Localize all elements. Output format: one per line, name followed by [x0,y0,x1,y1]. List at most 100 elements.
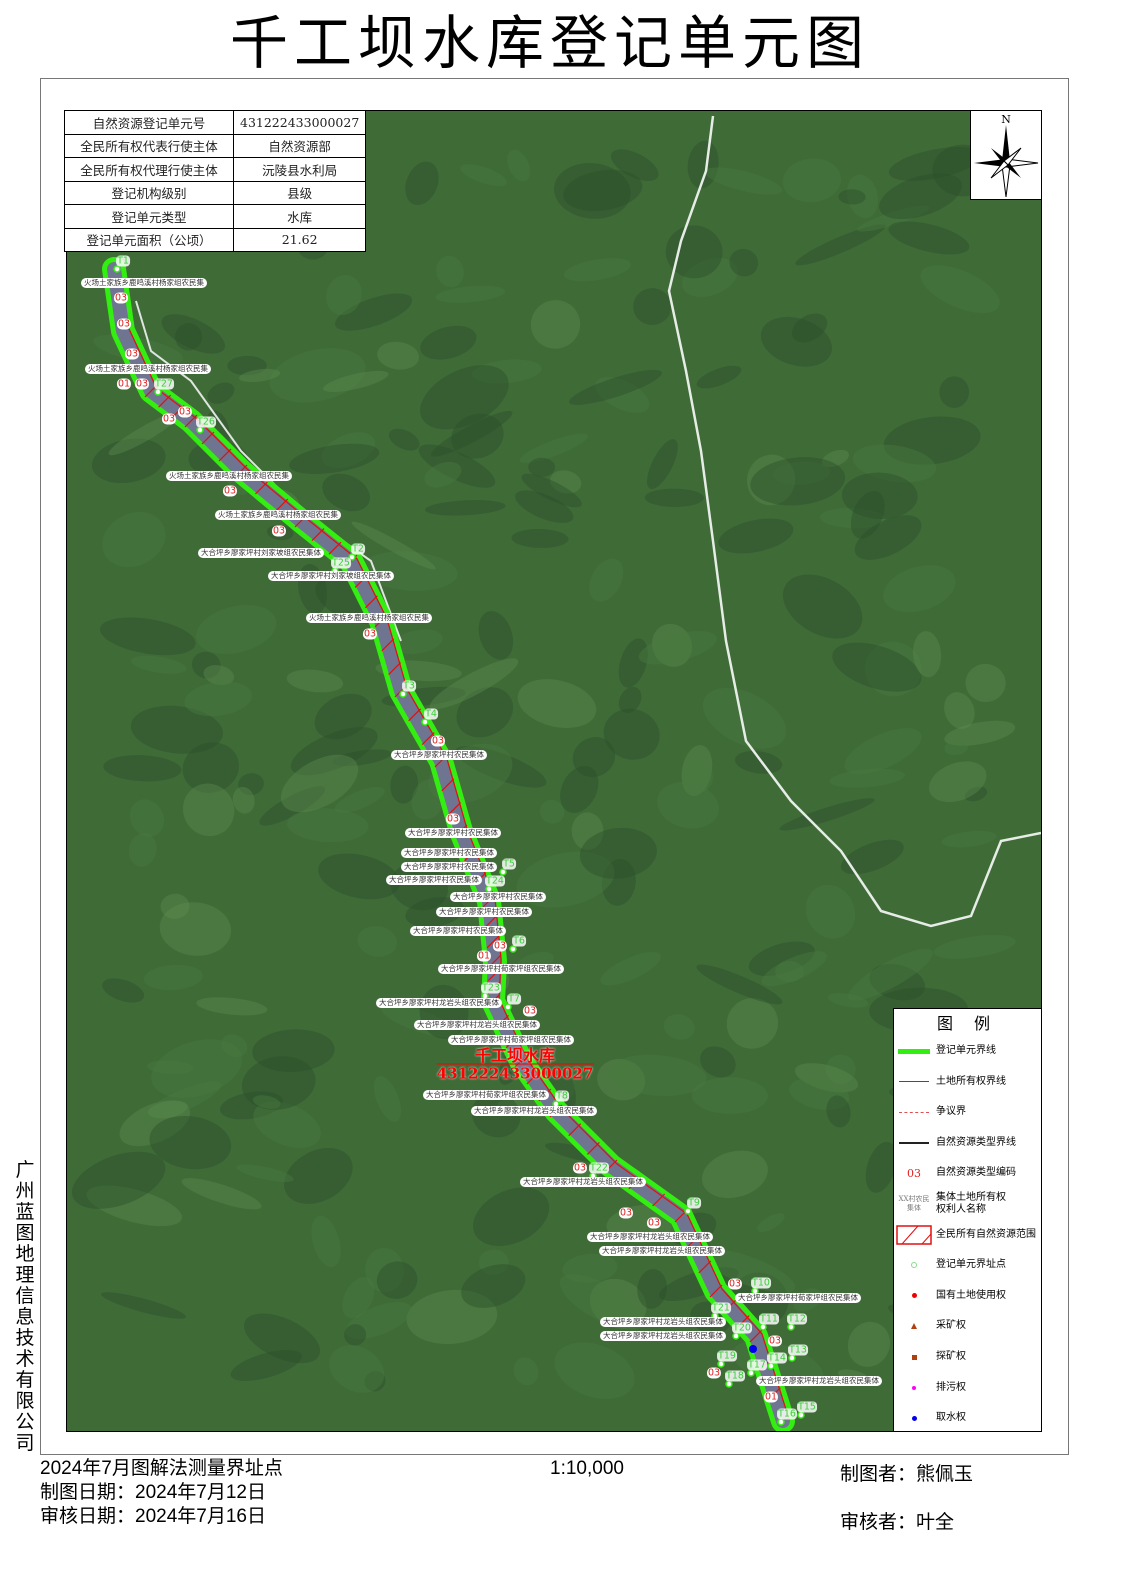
boundary-point-marker [154,388,162,396]
terrain-patch [702,1249,796,1293]
terrain-patch [569,369,662,405]
terrain-patch [425,500,506,516]
terrain-patch [944,720,1016,746]
terrain-patch [405,897,465,928]
legend-symbol-text: XX村农民集体 [898,1195,930,1212]
terrain-patch [130,705,223,754]
terrain-patch [562,1253,618,1283]
terrain-patch [243,1313,321,1364]
boundary-point-label: T11 [759,1313,779,1325]
terrain-patch [944,740,968,756]
terrain-patch [365,1247,404,1293]
terrain-patch [665,225,723,279]
terrain-patch [142,1081,222,1121]
collective-owner-label: 大合坪乡廖家坪村龙岩头组农民集体 [471,1106,597,1116]
terrain-patch [335,293,413,331]
terrain-patch [511,529,569,548]
resource-type-code: 03 [116,318,132,330]
terrain-patch [515,490,574,523]
legend-item: 采矿权 [894,1314,1041,1338]
terrain-patch [748,941,815,976]
terrain-patch [230,1349,302,1381]
collective-owner-label: 火场土家族乡鹿鸣溪村杨家组农民集 [81,278,207,288]
resource-type-code: 03 [646,1217,662,1229]
hatch-line [381,638,395,652]
map-area[interactable]: 火场土家族乡鹿鸣溪村杨家组农民集 火场土家族乡鹿鸣溪村杨家组农民集 火场土家族乡鹿鸣… [66,110,1042,1432]
terrain-patch [100,617,196,656]
terrain-patch [160,893,190,919]
collective-owner-label: 火场土家族乡鹿鸣溪村杨家组农民集 [215,510,341,520]
terrain-patch [128,833,157,867]
boundary-point-marker [797,1411,805,1419]
terrain-patch [479,1249,509,1276]
terrain-patch [683,759,713,793]
terrain-patch [351,521,436,570]
boundary-point-label: T5 [502,858,516,870]
legend-label: 登记单元界线 [936,1045,996,1056]
terrain-patch [377,341,420,370]
table-row: 全民所有权代表行使主体 自然资源部 [64,133,367,158]
legend-label: 取水权 [936,1412,966,1424]
terrain-patch [146,1060,194,1074]
collective-owner-label: 大合坪乡廖家坪村龙岩头组农民集体 [376,998,502,1008]
collective-owner-label: 大合坪乡廖家坪村龙岩头组农民集体 [756,1376,882,1386]
terrain-patch [920,265,1000,314]
terrain-patch [342,1277,375,1319]
collective-owner-label: 大合坪乡廖家坪村刘家坡组农民集体 [198,548,324,558]
table-row: 登记机构级别 县级 [64,180,367,205]
boundary-point-marker [399,690,407,698]
legend-symbol-text: 03 [907,1166,921,1180]
terrain-patch [854,515,922,560]
green-line-icon [894,1048,934,1054]
terrain-patch [269,348,366,403]
terrain-patch [597,1059,646,1101]
terrain-patch [601,858,636,906]
boundary-point-label: T8 [555,1090,569,1102]
row-value: 431222433000027 [232,110,367,135]
terrain-patch [418,444,496,488]
terrain-patch [819,508,886,529]
legend-item: 取水权 [894,1406,1041,1430]
terrain-patch [530,300,581,349]
terrain-patch [603,708,660,760]
boundary-point-label: T25 [331,557,351,569]
boundary-point-label: T18 [725,1370,745,1382]
terrain-patch [376,1261,418,1299]
row-key: 全民所有权代理行使主体 [64,157,234,182]
boundary-point-marker [732,1332,740,1340]
boundary-point-label: T13 [788,1344,808,1356]
info-table: 自然资源登记单元号 431222433000027 全民所有权代表行使主体 自然资源… [64,110,367,252]
hatch-line [514,1054,528,1068]
red-dashed-line-icon [894,1111,934,1113]
row-value: 沅陵县水利局 [232,157,367,182]
resource-type-code: 03 [492,940,508,952]
terrain-patch [318,853,400,900]
terrain-patch [637,1269,667,1309]
terrain-patch [702,687,787,749]
legend-label: 自然资源类型界线 [936,1136,1016,1148]
terrain-patch [965,663,1006,703]
terrain-patch [888,146,982,181]
terrain-patch [844,728,922,775]
boundary-point-label: T15 [797,1401,817,1413]
red-dot-icon [894,1293,934,1299]
terrain-patch [883,565,956,613]
resource-type-code: 03 [124,348,140,360]
resource-type-code: 03 [706,1367,722,1379]
resource-type-code: 03 [445,813,461,825]
terrain-patch [791,313,828,343]
green-dot-icon [894,1262,934,1269]
terrain-patch [826,1095,851,1128]
terrain-patch [850,490,885,539]
terrain-patch [848,948,933,1001]
terrain-patch [554,163,631,219]
terrain-patch [865,1141,897,1193]
legend-label: 采矿权 [936,1320,966,1332]
terrain-patch [589,1278,647,1329]
boundary-point-marker [767,1362,775,1370]
collective-owner-label: 火场土家族乡鹿鸣溪村杨家组农民集 [166,471,292,481]
terrain-patch [847,174,879,219]
blue-dot-icon [894,1415,934,1421]
terrain-patch [840,839,904,875]
terrain-patch [411,778,445,820]
